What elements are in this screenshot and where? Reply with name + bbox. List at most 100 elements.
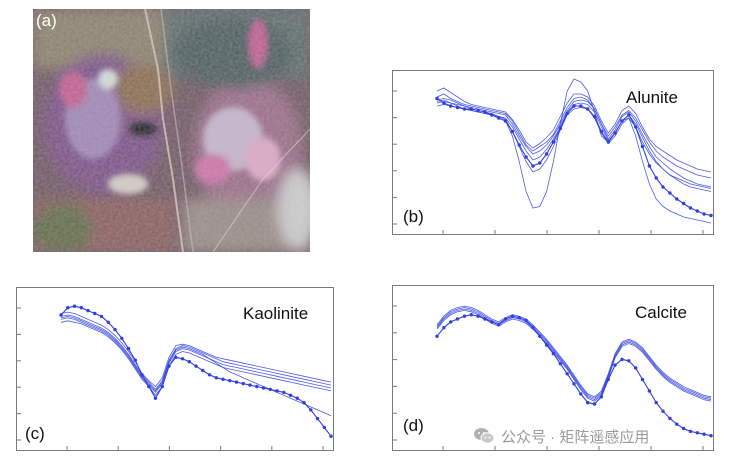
spectrum-point [255, 384, 259, 389]
spectrum-point [99, 314, 104, 319]
spectrum-point [221, 377, 225, 381]
spectrum-point [207, 373, 212, 377]
spectrum-point [627, 113, 631, 117]
spectrum-point [160, 384, 164, 389]
kaolinite-chart-svg [17, 304, 333, 450]
spectrum-point [435, 334, 439, 338]
spectrum-point [517, 315, 521, 320]
satellite-image [33, 9, 310, 252]
spectrum-point [503, 119, 508, 123]
spectrum-point [558, 362, 562, 366]
spectrum-point [668, 191, 672, 195]
spectrum-point [524, 318, 528, 323]
spectrum-point [455, 105, 460, 110]
spectrum-point [647, 389, 652, 393]
spectrum-point [510, 314, 515, 318]
spectrum-point [599, 129, 604, 134]
spectrum-point [503, 317, 508, 321]
spectrum-point [592, 402, 597, 406]
kaolinite-chart-title: Kaolinite [243, 304, 309, 323]
spectrum-point [572, 104, 576, 108]
spectrum-line-7 [436, 98, 712, 217]
spectrum-point [606, 377, 610, 382]
alunite-chart-svg [393, 78, 713, 234]
spectrum-point [59, 313, 63, 317]
wechat-icon [474, 428, 495, 444]
spectrum-line-2 [436, 93, 712, 179]
spectrum-point [688, 206, 693, 210]
spectrum-point [228, 379, 232, 383]
spectrum-point [93, 311, 97, 316]
spectrum-point [147, 384, 151, 389]
spectrum-line-4 [60, 320, 332, 396]
spectrum-point [565, 372, 569, 376]
spectrum-point [681, 201, 686, 206]
spectrum-point [449, 320, 453, 324]
spectrum-point [483, 317, 487, 321]
spectrum-point [315, 416, 320, 421]
spectrum-point [455, 317, 460, 321]
spectrum-point [620, 119, 624, 123]
spectrum-line-1 [436, 99, 712, 188]
spectrum-line-4 [436, 309, 712, 402]
spectrum-line-6 [60, 305, 332, 437]
spectrum-point [126, 346, 131, 351]
spectrum-point [180, 357, 185, 361]
spectrum-point [510, 129, 515, 134]
spectrum-point [538, 161, 542, 165]
spectrum-point [531, 326, 535, 330]
spectrum-point [613, 131, 617, 135]
spectrum-point [497, 323, 501, 327]
spectrum-point [558, 126, 562, 131]
spectrum-point [661, 185, 665, 189]
spectrum-point [462, 314, 467, 318]
spectrum-point [442, 326, 446, 330]
spectrum-point [702, 212, 706, 216]
calcite-chart-title: Calcite [635, 303, 687, 322]
spectrum-point [592, 114, 597, 119]
spectrum-point [490, 320, 494, 324]
spectrum-point [261, 386, 266, 390]
spectrum-point [640, 144, 645, 149]
spectrum-point [709, 434, 713, 438]
spectrum-point [194, 364, 198, 368]
panel-b-tag: (b) [403, 207, 424, 226]
spectrum-point [120, 336, 124, 340]
alunite-chart-title: Alunite [626, 88, 678, 107]
spectrum-point [551, 140, 556, 144]
spectrum-point [476, 314, 480, 318]
spectrum-point [586, 400, 590, 405]
spectrum-point [282, 390, 286, 395]
spectrum-point [702, 432, 706, 436]
spectrum-point [248, 383, 252, 387]
spectrum-point [695, 209, 699, 213]
spectrum-line-4 [436, 102, 712, 192]
spectrum-point [654, 176, 658, 180]
spectrum-point [86, 308, 90, 313]
spectrum-line-3 [436, 307, 712, 399]
spectrum-point [661, 409, 665, 413]
spectrum-line-2 [60, 314, 332, 391]
spectrum-point [675, 422, 679, 426]
spectrum-point [675, 197, 679, 201]
spectrum-point [241, 381, 245, 386]
spectrum-point [449, 104, 453, 108]
spectrum-point [295, 396, 299, 400]
spectrum-point [668, 416, 672, 421]
spectrum-point [302, 400, 306, 405]
spectrum-point [462, 107, 467, 111]
alunite-chart: Alunite (b) [392, 70, 714, 235]
spectrum-point [497, 116, 501, 120]
spectrum-point [586, 107, 590, 111]
spectrum-point [544, 343, 549, 347]
spectrum-point [654, 400, 658, 405]
spectrum-point [187, 360, 191, 364]
spectrum-point [435, 96, 439, 101]
spectrum-point [113, 327, 117, 332]
watermark-text: 公众号 · 矩阵遥感应用 [501, 428, 650, 446]
spectrum-point [329, 434, 333, 438]
kaolinite-chart: Kaolinite (c) [16, 287, 334, 451]
satellite-image-panel: (a) [33, 9, 310, 252]
spectrum-line-3 [60, 317, 332, 394]
spectrum-point [174, 355, 178, 359]
